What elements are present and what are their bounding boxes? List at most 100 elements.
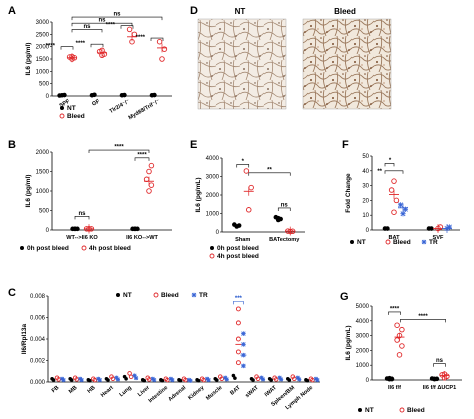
panel-b-sig-label: ns xyxy=(78,211,86,217)
panel-g-sig-bracket xyxy=(433,363,446,367)
panel-f-point-nt xyxy=(429,226,434,231)
panel-c-point-tr xyxy=(115,377,121,382)
panel-f-sig-label: ** xyxy=(377,169,382,175)
panel-c-category-label: HB xyxy=(87,385,97,395)
panel-c-category-label: Muscle xyxy=(205,385,223,402)
panel-f-legend-entry: NT xyxy=(357,239,366,246)
panel-f-ytick-label: 50 xyxy=(362,154,369,160)
panel-c-point-tr xyxy=(224,377,229,382)
panel-g-ylabel: IL6 (pg/mL) xyxy=(345,325,352,360)
panel-c-point-nt xyxy=(124,376,128,381)
panel-e-sig-bracket xyxy=(277,207,291,211)
panel-f-legend-entry: TR xyxy=(429,239,438,246)
panel-e-category-label: Sham xyxy=(235,237,250,243)
panel-g-ytick-label: 5000 xyxy=(356,304,370,310)
panel-b-point-bleed xyxy=(146,168,152,175)
panel-g-ytick-label: 0 xyxy=(366,378,370,384)
panel-c-point-bleed xyxy=(235,360,241,366)
panel-c-point-bleed xyxy=(128,374,134,380)
panel-b-sig-bracket xyxy=(88,149,150,154)
panel-a-sig-label: **** xyxy=(136,35,146,41)
panel-g-ytick-label: 2000 xyxy=(356,348,370,354)
panel-c-point-tr xyxy=(61,378,66,383)
panel-e-plot: 0 1000 2000 3000 4000 IL6 (pg/mL) Sham BATectom… xyxy=(195,156,305,260)
panel-c-category-label: Intestine xyxy=(148,385,169,404)
panel-e-ytick-label: 0 xyxy=(216,230,220,236)
panel-a-sig-label: **** xyxy=(106,23,116,29)
panel-c-point-tr xyxy=(315,378,320,383)
panel-a-point-nt xyxy=(152,92,157,98)
panel-f-sig-bracket xyxy=(384,170,404,174)
panel-a-sig-bracket xyxy=(90,43,104,48)
panel-f-ylabel: Fold Change xyxy=(345,173,352,213)
panel-e-category-label: BATectomy xyxy=(269,237,300,243)
panel-c-category-label: Lung xyxy=(119,385,134,399)
panel-a-sig-bracket xyxy=(71,29,103,33)
panel-a-sig-bracket xyxy=(120,25,134,29)
panel-c-ytick-label: 0.008 xyxy=(30,294,46,300)
panel-c-point-nt xyxy=(106,378,110,382)
panel-b: B 0 500 1000 1500 2000 IL6 (pg/ml) WT-->Il6 KO… xyxy=(8,139,172,252)
panel-e-point-bleed xyxy=(245,207,252,213)
panel-e-ytick-label: 2000 xyxy=(206,193,220,199)
panel-c-sig-bracket xyxy=(233,301,244,305)
panel-e-point-nt xyxy=(232,222,237,227)
panel-f-ytick-label: 30 xyxy=(362,184,369,190)
panel-c-ytick-label: 0.006 xyxy=(30,316,46,322)
panel-f-point-bleed xyxy=(393,197,400,204)
panel-c-sig-label: *** xyxy=(235,296,243,302)
panel-c-point-nt xyxy=(305,378,310,383)
panel-g-point-nt xyxy=(389,376,395,382)
panel-e: E 0 1000 2000 3000 4000 IL6 (pg/mL) Sham BATect… xyxy=(190,139,305,260)
panel-c-point-nt xyxy=(233,376,237,380)
panel-label-e: E xyxy=(190,139,197,151)
panel-e-point-bleed xyxy=(248,184,254,191)
panel-e-legend-entry: 4h post bleed xyxy=(217,253,259,260)
panel-e-sig-label: ns xyxy=(281,202,289,208)
panel-f-legend-marker xyxy=(350,240,354,244)
panel-a-legend-entry: NT xyxy=(67,105,76,112)
panel-e-legend-marker xyxy=(210,246,214,250)
panel-a-sig-bracket xyxy=(150,37,164,42)
panel-e-ytick-label: 4000 xyxy=(206,156,220,162)
panel-c-point-nt xyxy=(196,378,201,383)
panel-g-plot: 0 1000 2000 3000 4000 5000 IL6 (pg/mL) Il6 f/f I… xyxy=(345,304,462,414)
panel-c-legend-marker xyxy=(153,292,159,298)
panel-g-point-bleed xyxy=(399,326,405,333)
panel-g-sig-label: **** xyxy=(418,314,428,320)
panel-a-ylabel: IL6 (pg/ml) xyxy=(25,43,32,76)
panel-c-point-bleed xyxy=(235,306,241,312)
panel-label-a: A xyxy=(8,5,16,17)
panel-b-category-label: Il6 KO-->WT xyxy=(126,235,158,241)
panel-g-point-bleed xyxy=(394,322,400,328)
panel-c-point-bleed xyxy=(56,377,61,382)
panel-f-point-nt xyxy=(385,226,390,231)
panel-label-d: D xyxy=(190,5,198,17)
panel-b-sig-bracket xyxy=(74,216,90,220)
panel-a-legend-entry: Bleed xyxy=(67,113,85,120)
panel-f: F 0 10 20 30 40 50 Fold Change BAT SVF NT Bleed TR *… xyxy=(342,139,460,246)
panel-a-point-nt xyxy=(122,92,127,98)
panel-a-category-label: Tlr2/4⁻/⁻ xyxy=(109,99,131,115)
panel-g-legend-entry: Bleed xyxy=(407,407,425,414)
panel-label-g: G xyxy=(340,291,349,303)
panel-g-point-bleed xyxy=(396,352,403,358)
panel-f-ytick-label: 40 xyxy=(362,169,369,175)
panel-c-point-bleed xyxy=(74,377,79,382)
panel-a-sig-label: ns xyxy=(113,12,121,18)
panel-c-point-tr xyxy=(186,377,192,382)
micrograph-title-bleed: Bleed xyxy=(334,7,356,16)
panel-f-legend-marker xyxy=(421,239,427,245)
panel-c: C 0.000 0.002 0.004 0.006 0.008 Il6/Rpl13a FB M… xyxy=(8,287,320,411)
panel-c-legend-entry: Bleed xyxy=(161,292,179,299)
panel-c-point-nt xyxy=(142,378,147,383)
panel-label-c: C xyxy=(8,287,16,299)
panel-b-ytick-label: 500 xyxy=(39,209,50,215)
panel-c-point-bleed xyxy=(235,336,241,342)
panel-f-ytick-label: 0 xyxy=(366,228,370,234)
panel-a-ytick-label: 1500 xyxy=(36,57,50,63)
panel-c-ytick-label: 0.004 xyxy=(30,337,46,343)
panel-f-sig-bracket xyxy=(384,163,395,167)
panel-a-point-nt xyxy=(57,93,62,98)
